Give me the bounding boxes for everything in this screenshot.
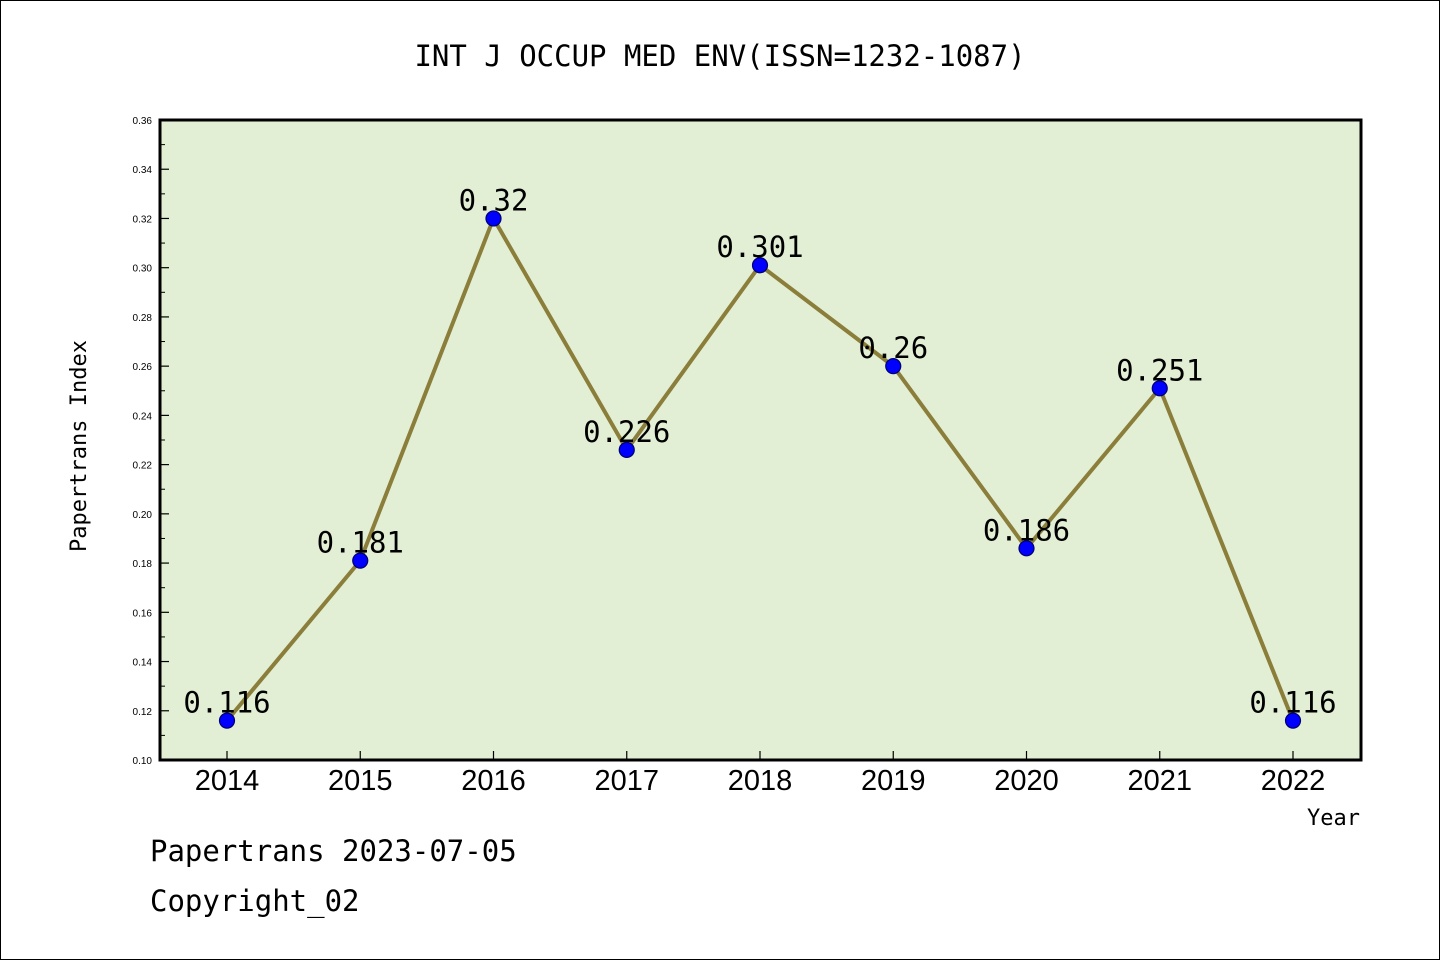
y-tick-label: 0.36 <box>133 116 153 127</box>
data-label: 0.226 <box>583 415 670 449</box>
data-label: 0.116 <box>183 686 270 720</box>
y-tick-label: 0.32 <box>133 214 153 225</box>
x-tick-label: 2017 <box>594 765 659 797</box>
data-point <box>618 441 635 458</box>
footer-date: Papertrans 2023-07-05 <box>150 834 517 868</box>
y-tick-label: 0.28 <box>133 313 153 324</box>
y-tick-label: 0.34 <box>133 165 153 176</box>
x-tick-label: 2020 <box>994 765 1059 797</box>
y-axis-label: Papertrans Index <box>67 340 92 552</box>
x-tick-label: 2019 <box>861 765 926 797</box>
data-label: 0.301 <box>716 230 803 264</box>
data-label: 0.116 <box>1249 686 1336 720</box>
x-axis-label: Year <box>1307 806 1360 831</box>
x-axis: 2014 2015 2016 2017 2018 2019 2020 2021 2022 <box>195 751 1326 797</box>
plot-area <box>160 120 1361 760</box>
x-tick-label: 2015 <box>328 765 393 797</box>
data-point <box>1151 380 1168 397</box>
x-tick-label: 2022 <box>1261 765 1326 797</box>
data-point <box>1018 540 1035 557</box>
y-tick-label: 0.14 <box>133 658 153 669</box>
x-tick-label: 2014 <box>195 765 260 797</box>
footer-copyright: Copyright_02 <box>150 884 360 918</box>
series-markers <box>218 210 1302 729</box>
y-tick-label: 0.30 <box>133 264 153 275</box>
y-tick-label: 0.18 <box>133 559 153 570</box>
y-tick-label: 0.20 <box>133 510 153 521</box>
data-point <box>751 257 769 274</box>
plot-frame <box>158 118 1363 762</box>
y-tick-label: 0.26 <box>133 362 153 373</box>
x-tick-label: 2016 <box>461 765 526 797</box>
y-tick-label: 0.22 <box>133 461 153 472</box>
data-point <box>352 552 369 569</box>
data-labels: 0.116 0.181 0.32 0.226 0.301 0.26 0.186 0.251 0.… <box>183 183 1336 719</box>
data-label: 0.26 <box>858 331 928 365</box>
data-label: 0.186 <box>983 513 1070 547</box>
y-tick-label: 0.10 <box>133 756 153 767</box>
x-tick-label: 2018 <box>728 765 793 797</box>
data-point <box>218 712 236 729</box>
x-tick-label: 2021 <box>1127 765 1192 797</box>
data-point <box>485 210 502 227</box>
data-label: 0.32 <box>459 183 529 217</box>
y-tick-label: 0.16 <box>133 608 153 619</box>
data-label: 0.181 <box>317 526 404 560</box>
y-tick-label: 0.24 <box>133 411 153 422</box>
y-tick-label: 0.12 <box>133 707 153 718</box>
data-point <box>885 358 902 375</box>
chart-title: INT J OCCUP MED ENV(ISSN=1232-1087) <box>414 39 1025 73</box>
data-label: 0.251 <box>1116 353 1203 387</box>
data-point <box>1284 712 1302 729</box>
y-axis: 0.10 0.12 0.14 0.16 0.18 0.20 0.22 0.24 0.26 0.28… <box>133 116 169 767</box>
